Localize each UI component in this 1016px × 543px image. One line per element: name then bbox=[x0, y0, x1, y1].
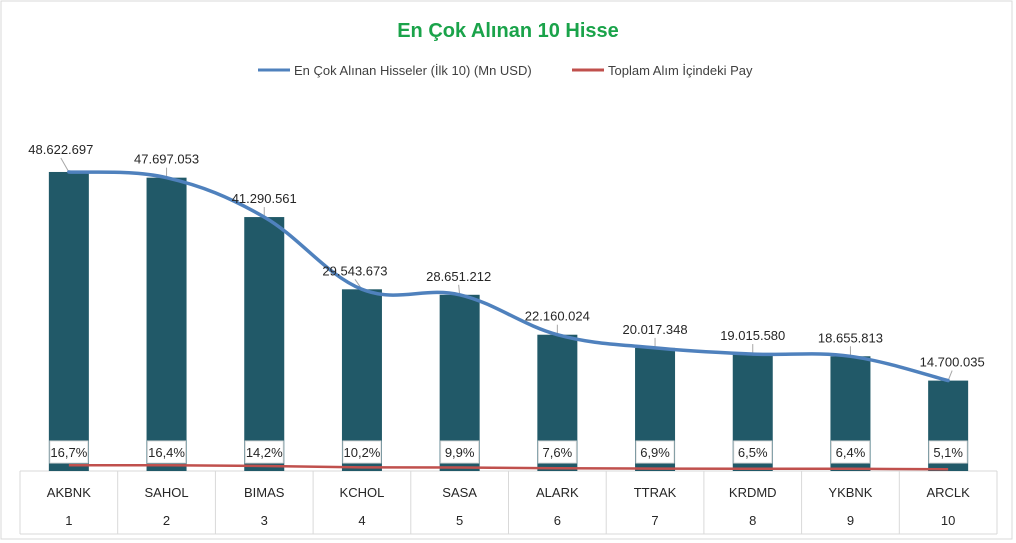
category-label-ARCLK: ARCLK bbox=[926, 485, 970, 500]
share-labels: 16,7% 16,4% 14,2% 10,2% 9,9% 7,6% 6,9% 6,5% 6,4%… bbox=[49, 440, 968, 464]
rank-label-1: 1 bbox=[65, 513, 72, 528]
share-label-box bbox=[537, 440, 577, 464]
category-label-BIMAS: BIMAS bbox=[244, 485, 285, 500]
value-label-KCHOL: 29.543.673 bbox=[322, 263, 387, 278]
leader-line bbox=[60, 157, 70, 173]
rank-label-5: 5 bbox=[456, 513, 463, 528]
category-label-TTRAK: TTRAK bbox=[634, 485, 677, 500]
rank-label-9: 9 bbox=[847, 513, 854, 528]
legend-label-1: En Çok Alınan Hisseler (İlk 10) (Mn USD) bbox=[294, 63, 532, 78]
value-label-KRDMD: 19.015.580 bbox=[720, 328, 785, 343]
share-label-YKBNK: 6,4% bbox=[836, 445, 866, 460]
category-label-KCHOL: KCHOL bbox=[340, 485, 385, 500]
value-label-BIMAS: 41.290.561 bbox=[232, 191, 297, 206]
share-label-box bbox=[928, 440, 968, 464]
rank-label-7: 7 bbox=[651, 513, 658, 528]
category-label-KRDMD: KRDMD bbox=[729, 485, 777, 500]
bar-series bbox=[48, 171, 969, 472]
share-label-box bbox=[49, 440, 89, 464]
share-label-box bbox=[147, 440, 187, 464]
leader-line bbox=[947, 370, 953, 381]
bar-SAHOL bbox=[146, 177, 187, 471]
legend-label-2: Toplam Alım İçindeki Pay bbox=[608, 63, 753, 78]
share-label-box bbox=[244, 440, 284, 464]
chart-title: En Çok Alınan 10 Hisse bbox=[397, 20, 619, 42]
share-label-BIMAS: 14,2% bbox=[246, 445, 283, 460]
value-label-SASA: 28.651.212 bbox=[426, 269, 491, 284]
share-line-series bbox=[68, 463, 949, 471]
share-label-box bbox=[635, 440, 675, 464]
share-label-SAHOL: 16,4% bbox=[148, 445, 185, 460]
legend: En Çok Alınan Hisseler (İlk 10) (Mn USD)… bbox=[258, 63, 753, 78]
value-line bbox=[67, 170, 950, 383]
value-label-ARCLK: 14.700.035 bbox=[920, 355, 985, 370]
share-label-KRDMD: 6,5% bbox=[738, 445, 768, 460]
value-labels: 48.622.697 47.697.053 41.290.561 29.543.673… bbox=[28, 142, 984, 370]
category-label-ALARK: ALARK bbox=[536, 485, 579, 500]
rank-label-2: 2 bbox=[163, 513, 170, 528]
share-label-box bbox=[342, 440, 382, 464]
share-label-box bbox=[733, 440, 773, 464]
category-label-YKBNK: YKBNK bbox=[828, 485, 872, 500]
rank-label-3: 3 bbox=[261, 513, 268, 528]
bar-AKBNK bbox=[48, 171, 89, 472]
value-label-AKBNK: 48.622.697 bbox=[28, 142, 93, 157]
value-label-YKBNK: 18.655.813 bbox=[818, 330, 883, 345]
category-label-SASA: SASA bbox=[442, 485, 477, 500]
share-label-ALARK: 7,6% bbox=[543, 445, 573, 460]
share-label-SASA: 9,9% bbox=[445, 445, 475, 460]
value-line-series bbox=[67, 170, 950, 383]
rank-label-4: 4 bbox=[358, 513, 365, 528]
rank-label-8: 8 bbox=[749, 513, 756, 528]
share-label-KCHOL: 10,2% bbox=[344, 445, 381, 460]
value-label-ALARK: 22.160.024 bbox=[525, 309, 590, 324]
share-label-box bbox=[830, 440, 870, 464]
category-label-AKBNK: AKBNK bbox=[47, 485, 91, 500]
share-label-ARCLK: 5,1% bbox=[933, 445, 963, 460]
share-label-box bbox=[440, 440, 480, 464]
rank-label-10: 10 bbox=[941, 513, 955, 528]
category-label-SAHOL: SAHOL bbox=[145, 485, 189, 500]
share-label-AKBNK: 16,7% bbox=[50, 445, 87, 460]
rank-label-6: 6 bbox=[554, 513, 561, 528]
value-label-SAHOL: 47.697.053 bbox=[134, 152, 199, 167]
category-labels: AKBNK 1 SAHOL 2 BIMAS 3 KCHOL 4 SASA 5 ALARK 6 TTRAK… bbox=[47, 485, 970, 528]
share-label-TTRAK: 6,9% bbox=[640, 445, 670, 460]
share-line bbox=[68, 463, 949, 471]
bar-BIMAS bbox=[244, 217, 285, 471]
value-label-TTRAK: 20.017.348 bbox=[623, 322, 688, 337]
